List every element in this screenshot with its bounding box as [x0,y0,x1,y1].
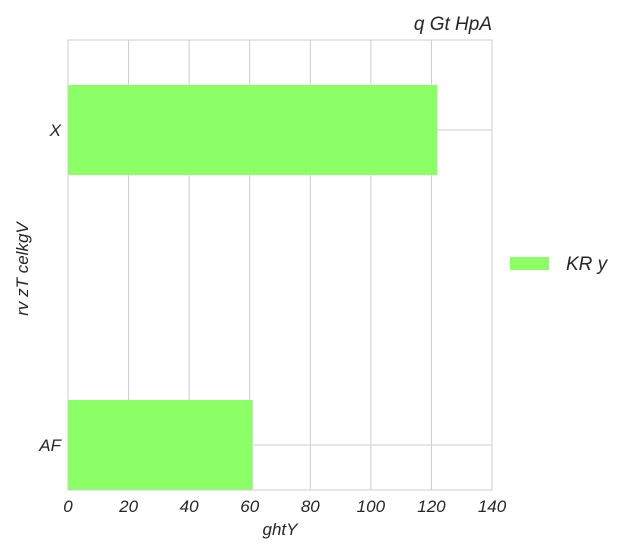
x-tick-label: 20 [118,497,138,516]
y-tick-label: AF [38,436,62,455]
x-tick-label: 120 [417,497,446,516]
y-tick-labels: X AF [38,121,62,455]
chart-title: q Gt HpA [414,14,492,35]
legend-label: KR y [566,254,609,275]
y-tick-label: X [49,121,62,140]
plot-frame [67,39,493,491]
x-tick-label: 100 [357,497,386,516]
x-tick-label: 80 [301,497,320,516]
bar-af [68,400,253,490]
bar-layer [68,85,438,490]
x-tick-label: 0 [63,497,73,516]
x-tick-label: 140 [478,497,507,516]
x-axis-label: ghtY [263,520,300,539]
x-tick-label: 40 [180,497,199,516]
bar-x [68,85,438,175]
x-tick-labels: 0 20 40 60 80 100 120 140 [63,497,506,516]
x-tick-label: 60 [240,497,259,516]
legend-swatch [510,257,549,270]
y-axis-label: rv zT celkgV [13,221,32,316]
legend: KR y [510,254,609,275]
